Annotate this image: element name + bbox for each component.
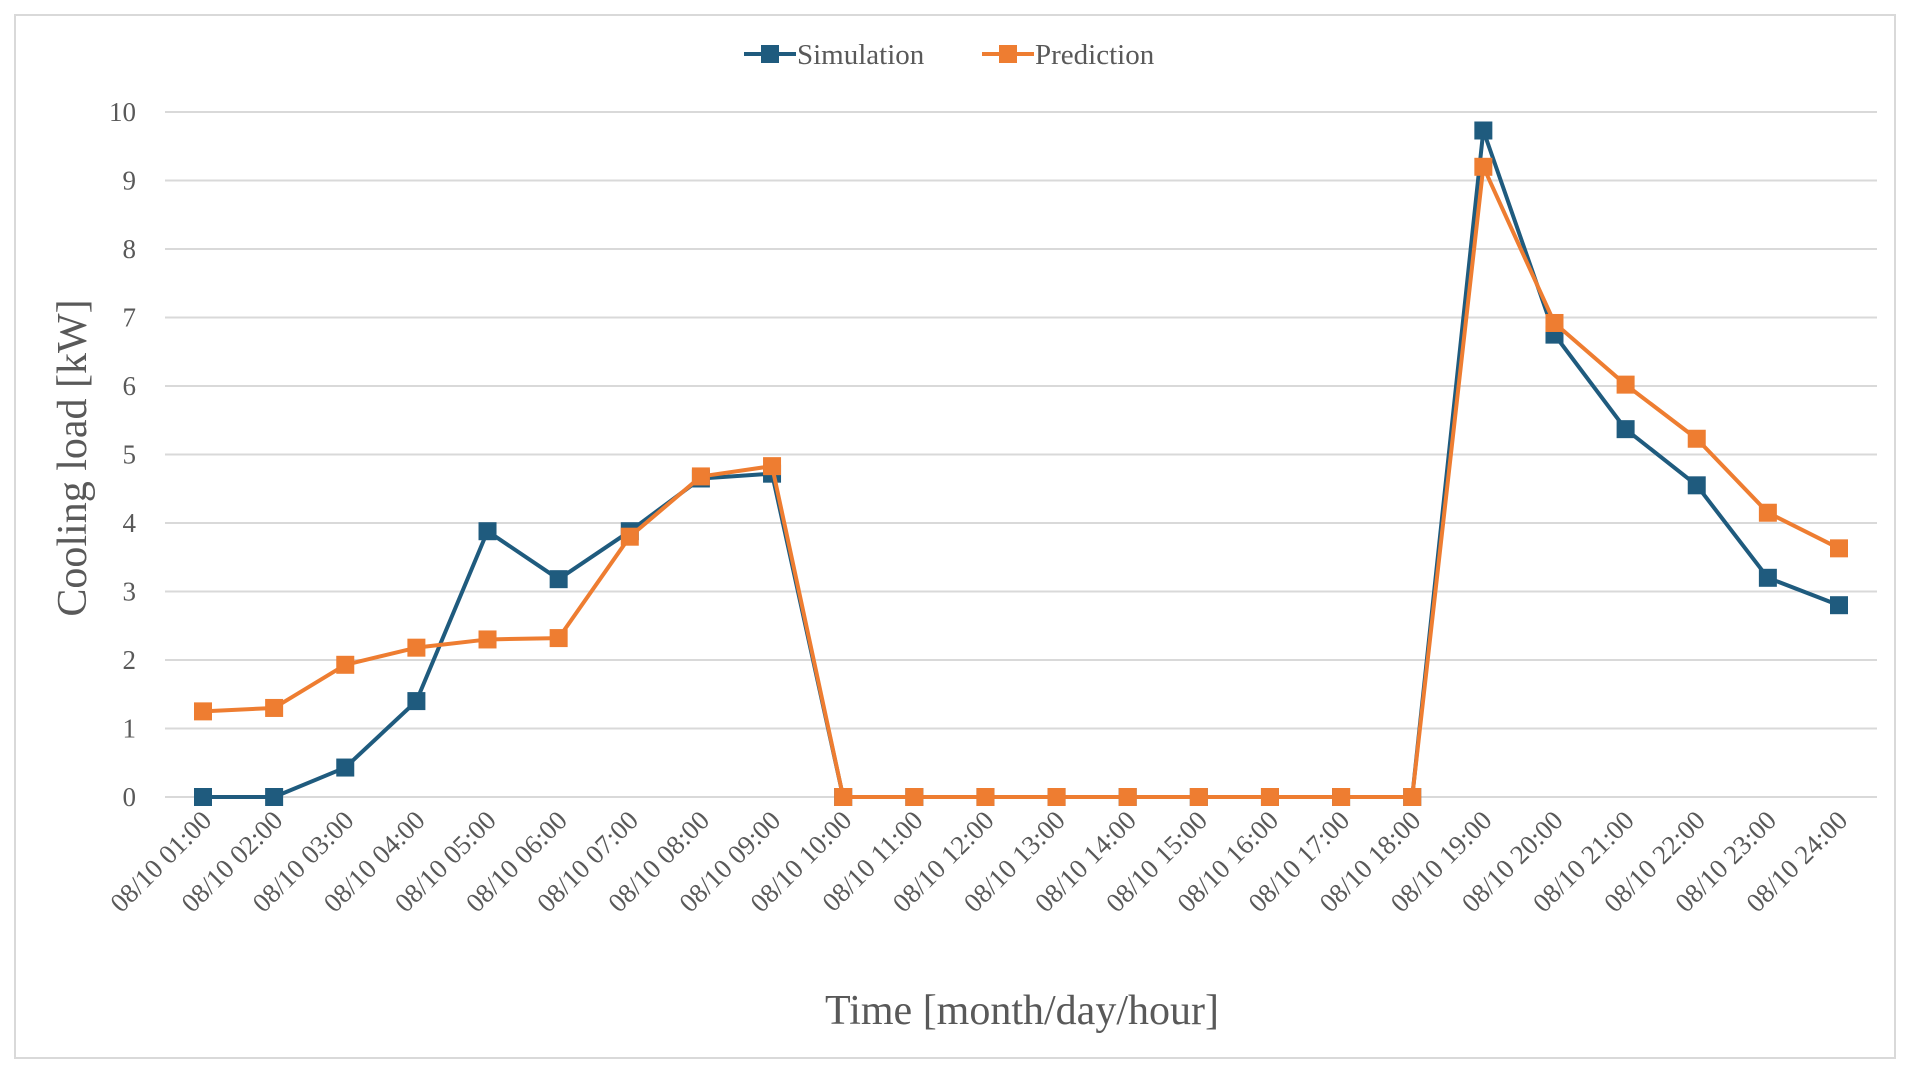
prediction-marker [1830, 539, 1848, 558]
simulation-marker [1758, 568, 1777, 587]
prediction-marker [691, 467, 710, 486]
simulation-marker [478, 522, 497, 541]
prediction-line [202, 164, 1840, 799]
y-tick-label: 2 [123, 645, 137, 675]
prediction-marker [407, 638, 426, 657]
prediction-marker [1189, 788, 1208, 806]
y-tick-label: 8 [123, 234, 137, 264]
prediction-marker [194, 702, 212, 721]
prediction-marker [1616, 375, 1635, 394]
simulation-marker [407, 692, 426, 711]
y-tick-label: 7 [123, 303, 137, 333]
prediction-marker [1118, 788, 1137, 806]
legend-marker [999, 45, 1017, 63]
x-axis-label: Time [month/day/hour] [825, 988, 1219, 1034]
simulation-marker [194, 788, 212, 806]
series-layer [194, 121, 1848, 806]
prediction-marker [1474, 157, 1493, 176]
y-tick-label: 3 [123, 577, 137, 607]
prediction-marker [905, 788, 924, 806]
y-tick-label: 10 [109, 97, 136, 127]
y-tick-label: 0 [123, 782, 137, 812]
prediction-marker [620, 527, 639, 546]
prediction-marker [1758, 503, 1777, 522]
y-tick-label: 4 [123, 508, 137, 538]
simulation-marker [336, 758, 355, 777]
simulation-marker [1687, 476, 1706, 495]
prediction-marker [1260, 788, 1279, 806]
y-axis-ticks: 0 1 2 3 4 5 6 7 8 9 10 [109, 97, 137, 812]
legend-marker [761, 45, 779, 63]
prediction-marker [1687, 429, 1706, 448]
series-prediction [194, 157, 1848, 806]
y-tick-label: 5 [123, 440, 137, 470]
prediction-marker [336, 655, 355, 674]
y-axis-label: Cooling load [kW] [50, 299, 96, 616]
prediction-marker [478, 630, 497, 649]
prediction-marker [763, 457, 782, 476]
chart-frame [14, 14, 1896, 1059]
simulation-marker [1474, 121, 1493, 140]
y-tick-label: 6 [123, 371, 137, 401]
simulation-marker [1616, 420, 1635, 439]
prediction-marker [1403, 788, 1422, 806]
y-tick-label: 1 [123, 714, 137, 744]
legend-item-prediction: Prediction [982, 39, 1155, 71]
prediction-marker [1332, 788, 1351, 806]
prediction-marker [834, 788, 853, 806]
simulation-marker [1830, 596, 1848, 615]
prediction-marker [549, 629, 568, 648]
prediction-marker [265, 698, 284, 717]
simulation-marker [549, 570, 568, 589]
series-simulation [194, 121, 1848, 806]
prediction-marker [1545, 313, 1564, 332]
prediction-marker [976, 788, 995, 806]
legend-label: Simulation [797, 39, 925, 71]
simulation-marker [265, 788, 284, 806]
y-tick-label: 9 [123, 166, 137, 196]
legend: Simulation Prediction [744, 39, 1155, 71]
prediction-marker [1047, 788, 1066, 806]
legend-label: Prediction [1035, 39, 1155, 71]
simulation-line [203, 128, 1840, 799]
legend-item-simulation: Simulation [744, 39, 925, 71]
